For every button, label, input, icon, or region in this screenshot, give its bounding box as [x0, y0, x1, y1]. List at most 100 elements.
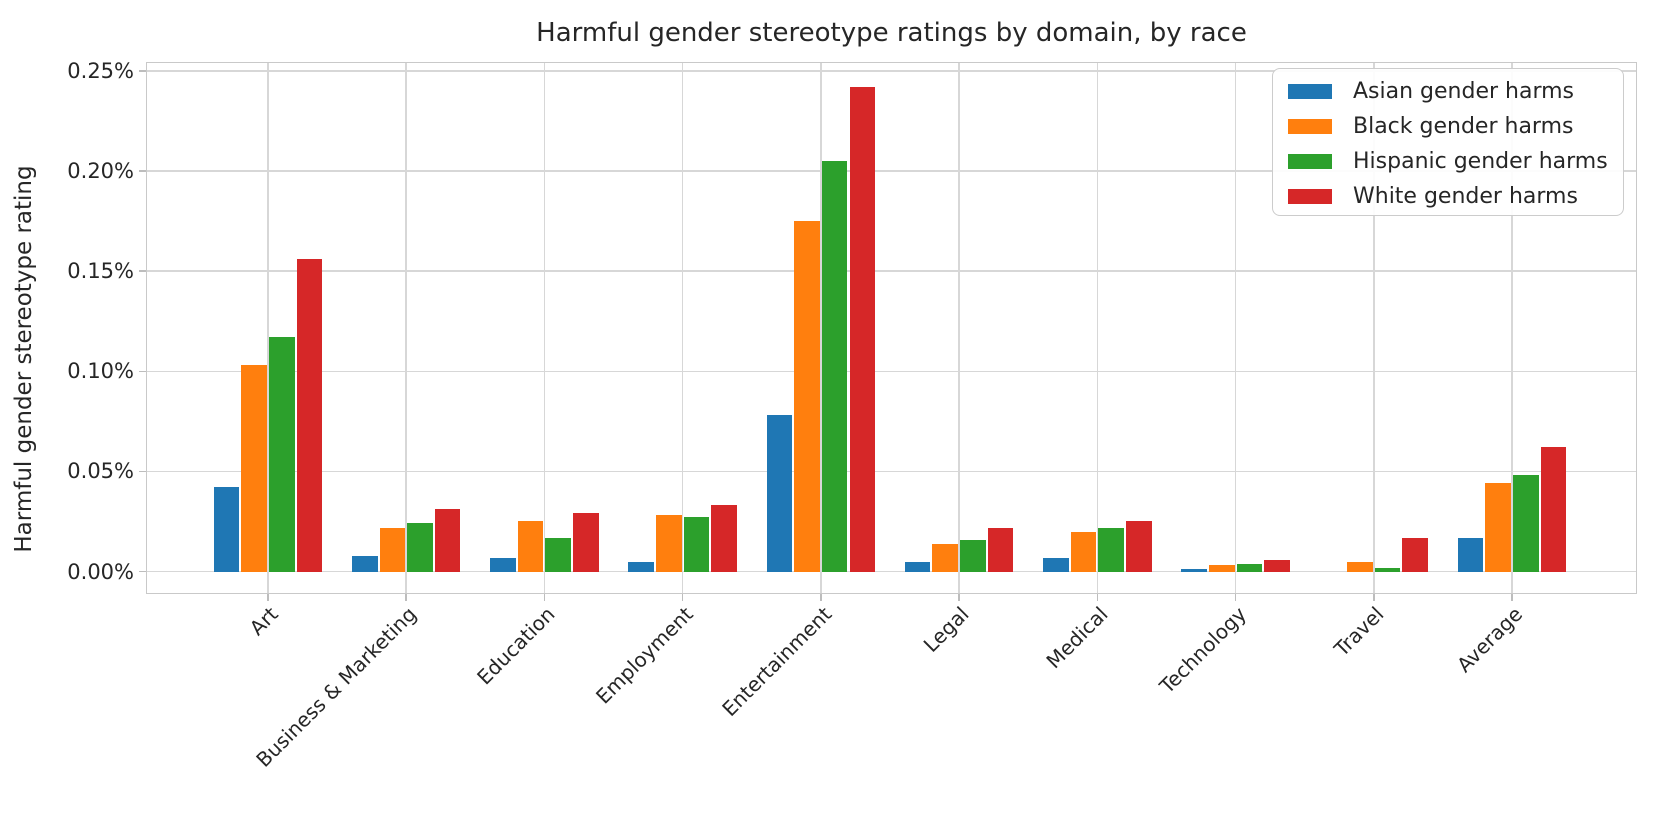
bar [434, 509, 461, 572]
bar [379, 527, 406, 572]
bar [960, 539, 986, 572]
bar [1264, 559, 1290, 572]
x-tick-label-text: Technology [1154, 602, 1251, 699]
bar [1098, 527, 1124, 572]
bar [656, 515, 682, 572]
v-gridline [543, 62, 546, 594]
bar [1070, 531, 1097, 572]
x-tick-label-text: Travel [1329, 602, 1389, 662]
legend-swatch [1288, 154, 1332, 169]
v-gridline [681, 62, 684, 594]
bar [766, 415, 793, 572]
legend: Asian gender harms Black gender harms Hisp… [1272, 68, 1624, 216]
bar [1540, 447, 1567, 572]
bar [683, 517, 710, 572]
x-tick [1511, 594, 1513, 601]
y-tick-label: 0.10% [67, 359, 134, 384]
y-tick [139, 570, 146, 573]
bar [821, 160, 848, 572]
y-tick-label: 0.20% [67, 158, 134, 183]
x-tick-label-text: Education [472, 602, 560, 690]
y-tick [139, 470, 146, 473]
bar [794, 221, 820, 572]
y-tick [139, 270, 146, 272]
v-gridline [1096, 62, 1099, 594]
x-tick-label-text: Legal [919, 602, 975, 657]
bar [1402, 537, 1428, 572]
x-tick [267, 594, 269, 601]
bar [1513, 475, 1539, 572]
bar [1043, 557, 1069, 572]
bar [1347, 561, 1373, 572]
bar [1374, 567, 1401, 572]
v-gridline [1234, 62, 1237, 594]
bar [904, 561, 931, 572]
v-gridline [1511, 62, 1513, 594]
y-axis-label: Harmful gender stereotype rating [11, 165, 37, 553]
bar [1485, 483, 1511, 572]
bar [407, 523, 433, 572]
h-gridline [146, 570, 1637, 573]
bar [1457, 537, 1484, 572]
bar [241, 365, 267, 572]
bar [987, 527, 1014, 572]
x-tick [681, 594, 684, 601]
bar [351, 555, 378, 572]
y-tick [139, 370, 146, 372]
legend-swatch [1288, 119, 1332, 134]
legend-label: Black gender harms [1353, 114, 1574, 139]
v-gridline [958, 62, 960, 594]
legend-item: Hispanic gender harms [1288, 144, 1623, 179]
v-gridline [405, 62, 407, 594]
legend-label: White gender harms [1353, 184, 1578, 209]
x-tick [958, 594, 960, 601]
h-gridline [146, 270, 1637, 272]
bar [490, 557, 516, 572]
bar [1125, 521, 1152, 572]
x-tick-label-text: Average [1451, 602, 1527, 678]
legend-item: White gender harms [1288, 179, 1623, 214]
v-gridline [820, 62, 822, 594]
bar [573, 513, 599, 572]
x-tick-label-text: Medical [1041, 602, 1113, 674]
legend-swatch [1288, 84, 1332, 99]
x-tick [1096, 594, 1099, 601]
bar [849, 86, 876, 572]
bar [296, 259, 323, 572]
x-tick [543, 594, 546, 601]
bar [213, 487, 240, 572]
v-gridline [1373, 62, 1375, 594]
legend-item: Asian gender harms [1288, 74, 1623, 109]
h-gridline [146, 470, 1637, 473]
y-tick-label: 0.05% [67, 459, 134, 484]
bar [1236, 563, 1263, 572]
bar [545, 537, 572, 572]
x-tick [1373, 594, 1375, 601]
bar [517, 521, 544, 572]
y-tick-label: 0.25% [67, 58, 134, 83]
bar [1208, 564, 1235, 572]
bar [1181, 568, 1207, 572]
legend-item: Black gender harms [1288, 109, 1623, 144]
bar [628, 561, 654, 572]
x-tick-label-text: Employment [591, 602, 698, 709]
y-tick [139, 170, 146, 172]
chart-title: Harmful gender stereotype ratings by dom… [536, 18, 1247, 48]
x-tick-label-text: Entertainment [716, 602, 836, 722]
x-tick-label-text: Art [244, 602, 283, 641]
bar [711, 505, 737, 572]
y-tick-label: 0.15% [67, 259, 134, 284]
h-gridline [146, 170, 1637, 172]
x-tick [405, 594, 407, 601]
h-gridline [146, 370, 1637, 372]
bar [269, 337, 295, 572]
x-tick [820, 594, 822, 601]
h-gridline [146, 70, 1637, 72]
y-tick-label: 0.00% [67, 559, 134, 584]
y-tick [139, 70, 146, 72]
legend-swatch [1288, 189, 1332, 204]
bar [932, 543, 959, 572]
legend-label: Hispanic gender harms [1353, 149, 1608, 174]
v-gridline [267, 62, 269, 594]
